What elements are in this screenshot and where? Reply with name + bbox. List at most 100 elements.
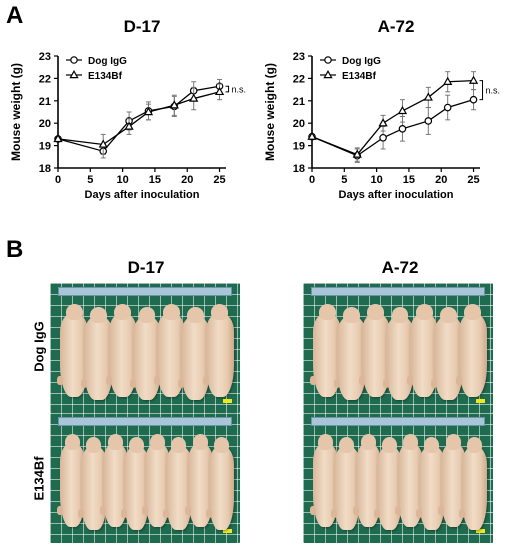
x-tick-label: 10 xyxy=(116,174,128,186)
mouse-figure xyxy=(455,304,487,397)
mouse-figure xyxy=(56,304,89,397)
mouse-figure xyxy=(373,437,402,530)
data-point xyxy=(423,92,433,101)
data-point xyxy=(53,133,63,143)
x-tick-label: 15 xyxy=(149,174,161,186)
chart-title: D-17 xyxy=(124,17,161,36)
data-point xyxy=(352,149,362,158)
x-tick-label: 0 xyxy=(309,174,315,186)
scale-bar xyxy=(476,529,485,533)
y-tick-label: 23 xyxy=(39,51,51,63)
weight-chart-a72: A-72 18 19 20 21 22 23 0 5 10 15 20 25 Days after ino… xyxy=(263,17,501,201)
panel-label-a: A xyxy=(6,2,24,29)
legend-label-1: Dog IgG xyxy=(342,56,381,67)
x-tick-label: 5 xyxy=(87,174,93,186)
mouse-figure xyxy=(205,437,234,530)
scale-bar xyxy=(476,399,485,403)
data-point xyxy=(469,95,478,104)
mouse-figure xyxy=(202,304,234,397)
weight-chart-d17: D-17 18 19 20 21 22 23 0 5 10 15 20 25 Days after ino… xyxy=(9,17,247,201)
mouse-figure xyxy=(120,437,149,530)
scale-bar xyxy=(223,529,232,533)
mouse-figure xyxy=(129,307,162,400)
significance-label: n.s. xyxy=(486,86,501,96)
x-tick-label: 25 xyxy=(467,174,479,186)
mouse-figure xyxy=(178,307,210,400)
legend-label-2: E134Bf xyxy=(342,71,377,82)
panel-label-b: B xyxy=(6,236,24,263)
data-point xyxy=(443,76,453,85)
mouse-figure xyxy=(431,307,463,400)
data-point xyxy=(214,86,225,96)
mouse-figure xyxy=(458,437,487,530)
legend-label-2: E134Bf xyxy=(88,71,123,82)
mouse-figure xyxy=(416,437,445,530)
ruler xyxy=(58,417,232,426)
y-tick-label: 20 xyxy=(293,118,305,130)
ruler xyxy=(311,287,485,296)
data-point xyxy=(379,133,387,142)
photo-column-title-a72: A-72 xyxy=(381,258,419,277)
y-tick-label: 18 xyxy=(39,163,51,175)
data-point xyxy=(398,125,407,133)
x-tick-label: 25 xyxy=(213,174,225,186)
x-tick-label: 5 xyxy=(341,174,347,186)
y-tick-label: 19 xyxy=(293,141,305,153)
data-point xyxy=(424,117,433,125)
photo-row-label-e134bf: E134Bf xyxy=(31,456,47,501)
significance-bracket xyxy=(225,85,230,93)
scale-bar xyxy=(223,399,232,403)
chart-title: A-72 xyxy=(378,17,415,36)
data-point xyxy=(189,93,199,102)
significance-bracket xyxy=(479,80,484,101)
data-point xyxy=(443,103,452,112)
mouse-figure xyxy=(99,434,128,527)
mouse-figure xyxy=(437,434,466,527)
mouse-figure xyxy=(78,437,107,530)
x-tick-label: 20 xyxy=(181,174,193,186)
legend-marker xyxy=(324,56,332,64)
x-tick-label: 10 xyxy=(370,174,382,186)
data-point xyxy=(143,106,154,116)
data-point xyxy=(378,118,388,127)
legend-label-1: Dog IgG xyxy=(88,56,127,67)
legend-marker xyxy=(70,56,78,64)
photo-column-title-d17: D-17 xyxy=(127,258,165,277)
mouse-figure xyxy=(163,437,192,530)
mouse-figure xyxy=(382,307,415,400)
mouse-photo-a72-e134bf xyxy=(303,413,493,543)
y-tick-label: 23 xyxy=(293,51,305,63)
mouse-photo-d17-e134bf xyxy=(50,413,240,543)
x-axis-label: Days after inoculation xyxy=(339,189,454,201)
y-tick-label: 18 xyxy=(293,163,305,175)
data-point xyxy=(468,75,479,84)
y-tick-label: 21 xyxy=(293,96,305,108)
data-point xyxy=(397,105,408,115)
y-tick-label: 20 xyxy=(39,118,51,130)
y-tick-label: 19 xyxy=(39,141,51,153)
x-tick-label: 15 xyxy=(403,174,415,186)
y-axis-label: Mouse weight (g) xyxy=(9,63,23,161)
mouse-photo-a72-dog-igg xyxy=(303,283,493,413)
photo-row-label-dog-igg: Dog IgG xyxy=(31,321,47,372)
y-tick-label: 22 xyxy=(39,73,51,85)
ruler xyxy=(58,287,232,296)
legend-marker xyxy=(323,69,333,79)
ruler xyxy=(311,417,485,426)
significance-label: n.s. xyxy=(232,85,247,95)
y-axis-label: Mouse weight (g) xyxy=(263,63,277,161)
x-tick-label: 0 xyxy=(55,174,61,186)
mouse-figure xyxy=(334,307,366,400)
x-axis-label: Days after inoculation xyxy=(85,189,200,201)
data-point xyxy=(98,139,108,148)
data-point xyxy=(124,121,134,130)
x-tick-label: 20 xyxy=(435,174,447,186)
data-point xyxy=(307,131,317,140)
mouse-photo-d17-dog-igg xyxy=(50,283,240,413)
legend-marker xyxy=(69,69,79,79)
mouse-figure xyxy=(81,307,113,400)
mouse-figure xyxy=(331,437,360,530)
y-tick-label: 22 xyxy=(293,73,305,85)
data-point xyxy=(169,100,179,109)
y-tick-label: 21 xyxy=(39,96,51,108)
